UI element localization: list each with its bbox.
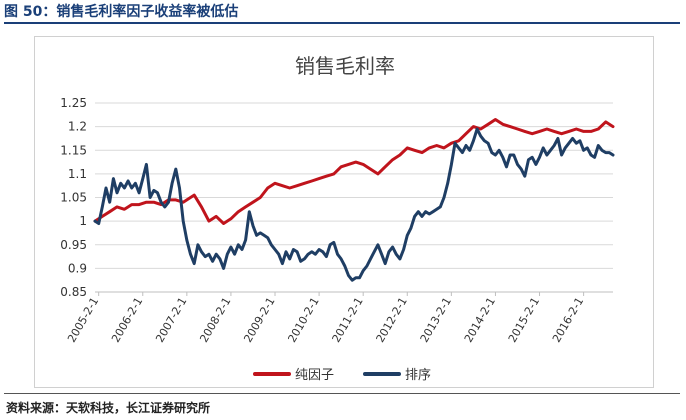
y-tick-label: 1 bbox=[79, 214, 87, 228]
x-tick-label: 2009-2-1 bbox=[241, 295, 277, 345]
chart-title: 销售毛利率 bbox=[295, 54, 395, 78]
x-tick-label: 2012-2-1 bbox=[374, 295, 410, 345]
y-tick-label: 0.85 bbox=[60, 285, 87, 299]
series-line-1 bbox=[93, 127, 615, 282]
figure-caption: 图 50：销售毛利率因子收益率被低估 bbox=[4, 2, 680, 24]
x-tick-label: 2014-2-1 bbox=[462, 295, 498, 345]
y-tick-label: 1.05 bbox=[60, 191, 87, 205]
x-tick-label: 2016-2-1 bbox=[550, 295, 586, 345]
x-tick-label: 2007-2-1 bbox=[153, 295, 189, 345]
legend-label-1: 排序 bbox=[405, 368, 431, 383]
series-line-0 bbox=[93, 118, 615, 225]
y-tick-label: 0.9 bbox=[68, 261, 87, 275]
series-layer bbox=[93, 118, 615, 282]
x-axis-ticks: 2005-2-1 2006-2-1 2007-2-1 2008-2-1 2009-2-1… bbox=[65, 291, 613, 345]
x-tick-label: 2006-2-1 bbox=[109, 295, 145, 345]
legend: 纯因子 排序 bbox=[253, 368, 431, 383]
x-tick-label: 2010-2-1 bbox=[285, 295, 321, 345]
chart-frame: 销售毛利率 0.85 0.9 0.95 1 1.05 1.1 1.15 1.2 1.25 200… bbox=[34, 36, 654, 388]
source-note: 资料来源：天软科技，长江证券研究所 bbox=[6, 401, 211, 415]
y-tick-label: 1.25 bbox=[60, 96, 87, 110]
legend-label-0: 纯因子 bbox=[295, 368, 334, 383]
y-tick-label: 1.1 bbox=[68, 167, 87, 181]
y-tick-label: 0.95 bbox=[60, 238, 87, 252]
x-tick-label: 2008-2-1 bbox=[197, 295, 233, 345]
x-tick-label: 2005-2-1 bbox=[65, 295, 101, 345]
chart-svg: 销售毛利率 0.85 0.9 0.95 1 1.05 1.1 1.15 1.2 1.25 200… bbox=[60, 54, 615, 383]
y-axis-ticks: 0.85 0.9 0.95 1 1.05 1.1 1.15 1.2 1.25 bbox=[60, 96, 87, 299]
x-tick-label: 2011-2-1 bbox=[330, 295, 366, 345]
x-tick-label: 2015-2-1 bbox=[506, 295, 542, 345]
source-divider bbox=[4, 393, 680, 394]
y-tick-label: 1.15 bbox=[60, 143, 87, 157]
x-tick-label: 2013-2-1 bbox=[418, 295, 454, 345]
y-tick-label: 1.2 bbox=[68, 120, 87, 134]
